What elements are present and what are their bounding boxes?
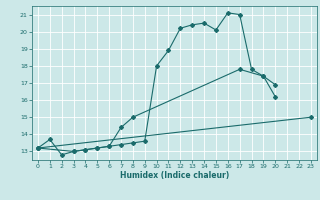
X-axis label: Humidex (Indice chaleur): Humidex (Indice chaleur) [120,171,229,180]
